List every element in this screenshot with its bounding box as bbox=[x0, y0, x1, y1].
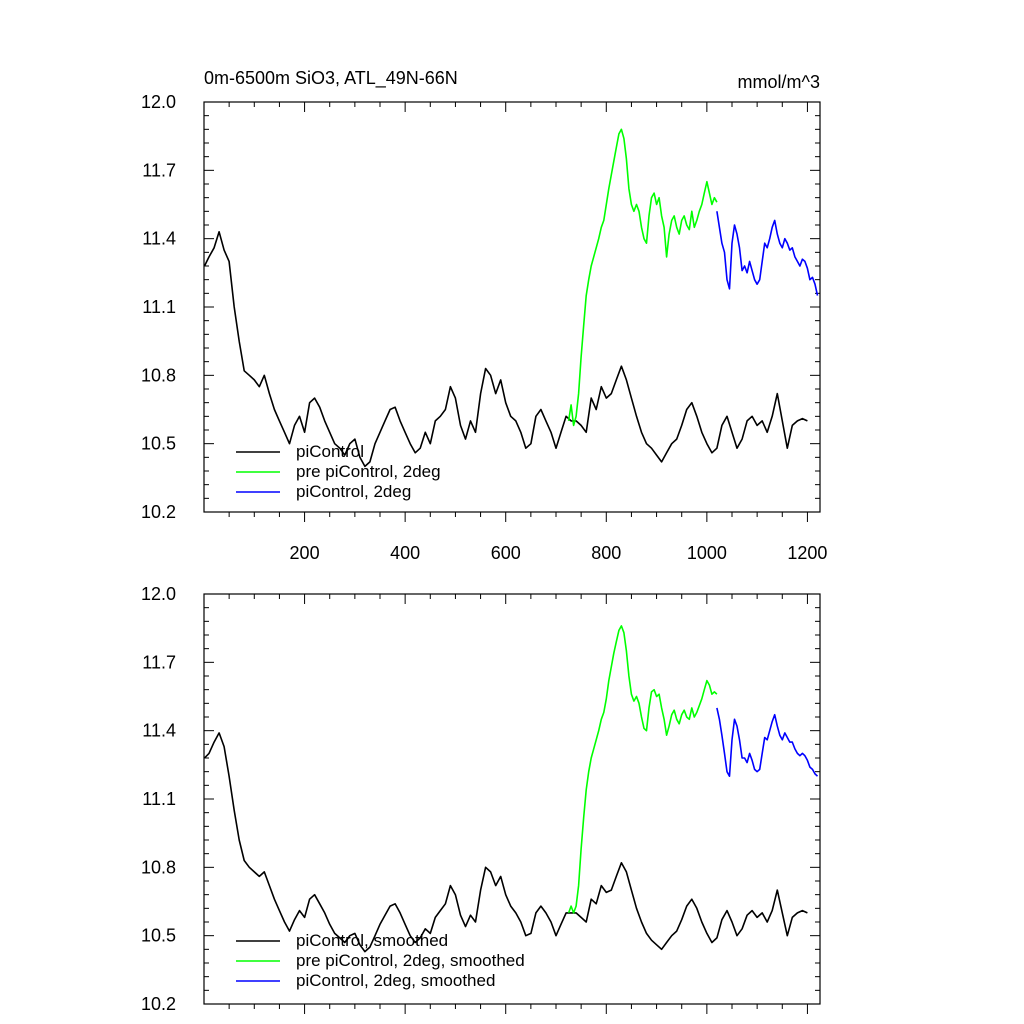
bottom-panel-ticks bbox=[204, 593, 820, 1014]
legend-label: piControl, 2deg, smoothed bbox=[296, 971, 495, 990]
y-tick-label: 10.8 bbox=[141, 365, 176, 385]
y-tick-label: 11.4 bbox=[142, 229, 176, 249]
y-tick-label: 12.0 bbox=[141, 92, 176, 112]
bottom-panel: 10.2 10.5 10.8 11.1 11.4 11.7 12.0 piControl, … bbox=[141, 584, 821, 1014]
series-line-1 bbox=[567, 625, 718, 914]
legend-label: pre piControl, 2deg bbox=[296, 462, 441, 481]
y-tick-label: 11.7 bbox=[142, 160, 176, 180]
y-tick-label: 11.1 bbox=[142, 789, 176, 809]
top-panel-frame bbox=[203, 101, 821, 513]
y-tick-label: 11.7 bbox=[142, 652, 176, 672]
y-tick-label: 11.1 bbox=[142, 297, 176, 317]
top-panel-series bbox=[203, 128, 819, 468]
x-tick-label: 800 bbox=[591, 543, 621, 563]
bottom-panel-y-tick-labels: 10.2 10.5 10.8 11.1 11.4 11.7 12.0 bbox=[141, 584, 176, 1014]
y-tick-label: 10.2 bbox=[141, 994, 176, 1014]
y-tick-label: 10.2 bbox=[141, 502, 176, 522]
x-tick-label: 400 bbox=[390, 543, 420, 563]
top-panel-ticks bbox=[204, 101, 820, 522]
legend-label: piControl bbox=[296, 442, 364, 461]
legend-label: piControl, 2deg bbox=[296, 482, 411, 501]
y-tick-label: 10.8 bbox=[141, 857, 176, 877]
x-tick-label: 1200 bbox=[787, 543, 827, 563]
y-tick-label: 10.5 bbox=[141, 926, 176, 946]
series-line-0 bbox=[203, 732, 808, 953]
y-tick-label: 10.5 bbox=[141, 434, 176, 454]
legend-label: pre piControl, 2deg, smoothed bbox=[296, 951, 525, 970]
x-tick-label: 200 bbox=[290, 543, 320, 563]
top-panel: 0m-6500m SiO3, ATL_49N-66N mmol/m^3 10.2… bbox=[141, 68, 827, 563]
top-panel-y-tick-labels: 10.2 10.5 10.8 11.1 11.4 11.7 12.0 bbox=[141, 92, 176, 522]
y-tick-label: 12.0 bbox=[141, 584, 176, 604]
x-tick-label: 600 bbox=[491, 543, 521, 563]
chart-title: 0m-6500m SiO3, ATL_49N-66N bbox=[204, 68, 458, 89]
bottom-panel-series bbox=[203, 625, 819, 953]
series-line-2 bbox=[716, 211, 819, 296]
legend-label: piControl, smoothed bbox=[296, 931, 448, 950]
series-line-0 bbox=[203, 231, 808, 468]
series-line-1 bbox=[567, 128, 718, 427]
top-panel-x-tick-labels: 200 400 600 800 1000 1200 bbox=[290, 543, 828, 563]
bottom-panel-frame bbox=[203, 593, 821, 1005]
y-tick-label: 11.4 bbox=[142, 721, 176, 741]
x-tick-label: 1000 bbox=[687, 543, 727, 563]
series-line-2 bbox=[716, 707, 819, 777]
units-label: mmol/m^3 bbox=[738, 72, 820, 92]
